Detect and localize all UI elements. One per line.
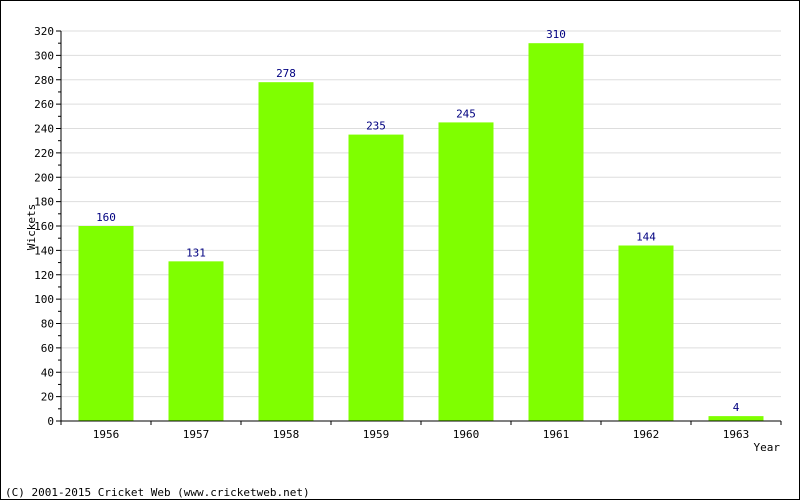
- y-tick-label: 240: [34, 123, 54, 136]
- x-tick-label-1963: 1963: [723, 428, 750, 441]
- labels: 0 20 40 60 80 100 120 140 160 180 200 220 240 260 280 3…: [34, 25, 749, 441]
- x-tick-label-1959: 1959: [363, 428, 390, 441]
- value-label-1960: 245: [456, 107, 476, 120]
- y-axis-title: Wickets: [25, 204, 38, 250]
- bar-1958: [258, 82, 314, 421]
- y-tick-label: 260: [34, 98, 54, 111]
- bar-1963: [708, 416, 764, 421]
- value-label-1962: 144: [636, 231, 656, 244]
- bar-1961: [528, 43, 584, 421]
- x-tick-label-1960: 1960: [453, 428, 480, 441]
- y-tick-label: 300: [34, 49, 54, 62]
- y-tick-label: 60: [41, 342, 54, 355]
- y-tick-label: 320: [34, 25, 54, 38]
- bars: [78, 43, 764, 421]
- y-tick-label: 160: [34, 220, 54, 233]
- x-tick-label-1956: 1956: [93, 428, 120, 441]
- y-tick-label: 120: [34, 269, 54, 282]
- bar-1956: [78, 226, 134, 421]
- value-label-1961: 310: [546, 28, 566, 41]
- axes: [56, 30, 782, 425]
- value-label-1959: 235: [366, 120, 386, 133]
- value-label-1957: 131: [186, 246, 206, 259]
- bar-1959: [348, 134, 404, 421]
- value-label-1963: 4: [733, 401, 740, 414]
- bar-1962: [618, 245, 674, 421]
- y-tick-label: 0: [47, 415, 54, 428]
- y-tick-label: 200: [34, 171, 54, 184]
- x-tick-label-1957: 1957: [183, 428, 210, 441]
- value-label-1958: 278: [276, 67, 296, 80]
- x-tick-label-1958: 1958: [273, 428, 300, 441]
- x-tick-label-1961: 1961: [543, 428, 570, 441]
- bar-1957: [168, 261, 224, 421]
- x-axis-title: Year: [754, 441, 781, 454]
- bar-1960: [438, 122, 494, 421]
- x-tick-label-1962: 1962: [633, 428, 660, 441]
- y-tick-label: 220: [34, 147, 54, 160]
- y-tick-label: 40: [41, 366, 54, 379]
- y-tick-label: 100: [34, 293, 54, 306]
- y-tick-label: 140: [34, 244, 54, 257]
- y-tick-label: 180: [34, 196, 54, 209]
- value-label-1956: 160: [96, 211, 116, 224]
- y-tick-label: 80: [41, 318, 54, 331]
- y-tick-label: 280: [34, 74, 54, 87]
- copyright-notice: (C) 2001-2015 Cricket Web (www.cricketwe…: [5, 486, 310, 499]
- y-tick-label: 20: [41, 391, 54, 404]
